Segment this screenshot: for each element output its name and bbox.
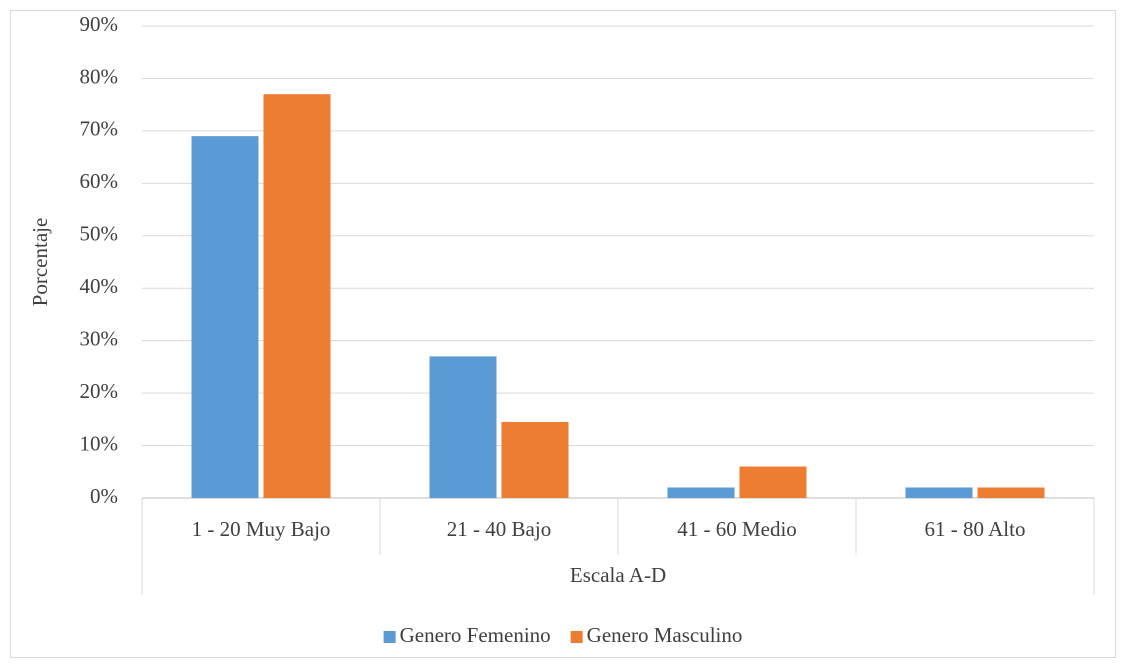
bar <box>905 487 973 498</box>
legend-label: Genero Femenino <box>400 623 551 647</box>
bar <box>739 466 807 498</box>
y-tick-label: 60% <box>80 169 119 193</box>
x-tick-label: 1 - 20 Muy Bajo <box>192 517 331 541</box>
y-tick-label: 50% <box>80 222 119 246</box>
y-axis-title: Porcentaje <box>28 218 52 307</box>
bar <box>429 356 497 498</box>
bar <box>977 487 1045 498</box>
y-tick-label: 20% <box>80 379 119 403</box>
bar <box>667 487 735 498</box>
legend-item: Genero Femenino <box>383 623 551 647</box>
y-tick-label: 30% <box>80 326 119 350</box>
chart-border <box>10 10 1116 658</box>
legend-swatch <box>383 631 396 643</box>
x-axis-title: Escala A-D <box>570 563 666 587</box>
legend-swatch <box>570 631 583 643</box>
bar <box>191 136 259 498</box>
y-tick-label: 70% <box>80 117 119 141</box>
legend-item: Genero Masculino <box>570 623 743 647</box>
y-tick-label: 0% <box>90 484 118 508</box>
y-tick-label: 40% <box>80 274 119 298</box>
x-tick-label: 41 - 60 Medio <box>677 517 797 541</box>
y-tick-label: 10% <box>80 431 119 455</box>
y-tick-label: 80% <box>80 64 119 88</box>
x-tick-label: 21 - 40 Bajo <box>447 517 551 541</box>
y-tick-label: 90% <box>80 12 119 36</box>
legend-label: Genero Masculino <box>587 623 743 647</box>
x-tick-label: 61 - 80 Alto <box>925 517 1026 541</box>
bar <box>263 94 331 498</box>
bar <box>501 421 569 498</box>
